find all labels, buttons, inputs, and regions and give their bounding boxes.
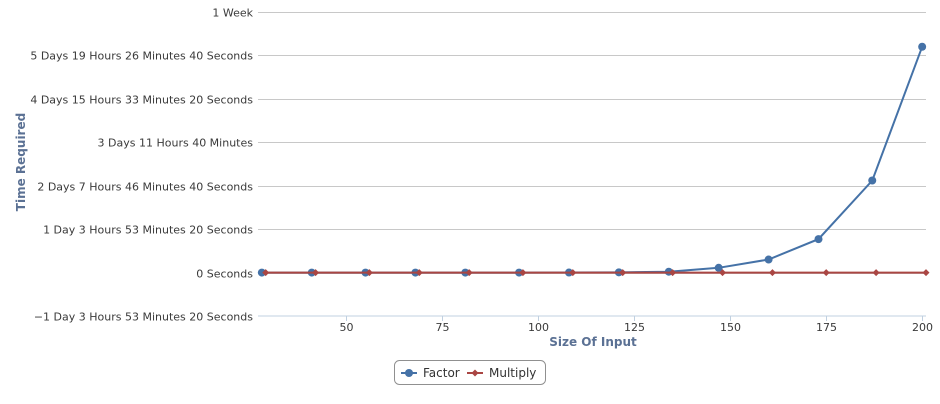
data-point-factor[interactable]	[257, 268, 266, 277]
x-tick-label: 50	[340, 321, 354, 334]
data-point-multiply[interactable]	[312, 269, 320, 277]
series-line-factor	[261, 46, 924, 274]
data-point-multiply[interactable]	[669, 269, 677, 277]
y-tick-label: 1 Day 3 Hours 53 Minutes 20 Seconds	[43, 224, 253, 237]
legend: Factor Multiply	[394, 360, 546, 385]
x-tick-label: 75	[436, 321, 450, 334]
y-tick-label: 4 Days 15 Hours 33 Minutes 20 Seconds	[30, 94, 253, 107]
data-point-multiply[interactable]	[569, 269, 577, 277]
y-tick-label: 2 Days 7 Hours 46 Minutes 40 Seconds	[37, 181, 253, 194]
y-tick-label: 0 Seconds	[196, 268, 253, 281]
x-tick-label: 100	[528, 321, 549, 334]
series-multiply	[262, 269, 930, 277]
legend-multiply-label: Multiply	[489, 366, 536, 380]
data-point-factor[interactable]	[714, 263, 723, 272]
data-point-multiply[interactable]	[719, 269, 727, 277]
legend-item-multiply[interactable]: Multiply	[467, 366, 536, 380]
legend-factor-marker	[405, 369, 413, 377]
legend-factor-label: Factor	[423, 366, 460, 380]
gridlines	[258, 12, 926, 274]
y-tick-label: 1 Week	[212, 7, 253, 20]
y-axis-ticks: −1 Day 3 Hours 53 Minutes 20 Seconds 0 Se…	[30, 7, 253, 324]
y-axis-title: Time Required	[14, 113, 28, 211]
data-point-multiply[interactable]	[922, 269, 930, 277]
x-tick-label: 125	[624, 321, 645, 334]
y-tick-label: 3 Days 11 Hours 40 Minutes	[98, 137, 254, 150]
data-point-factor[interactable]	[814, 235, 823, 244]
data-point-multiply[interactable]	[872, 269, 880, 277]
series-group	[257, 42, 930, 277]
legend-multiply-marker	[471, 369, 479, 377]
data-point-multiply[interactable]	[822, 269, 830, 277]
data-point-multiply[interactable]	[415, 269, 423, 277]
data-point-factor[interactable]	[764, 255, 773, 264]
x-axis-title: Size Of Input	[549, 335, 637, 349]
data-point-factor[interactable]	[868, 176, 877, 185]
data-point-multiply[interactable]	[365, 269, 373, 277]
legend-item-factor[interactable]: Factor	[401, 366, 460, 380]
data-point-multiply[interactable]	[465, 269, 473, 277]
x-axis-ticks: 50 75 100 125 150 175 200	[340, 316, 933, 334]
data-point-multiply[interactable]	[519, 269, 527, 277]
data-point-multiply[interactable]	[768, 269, 776, 277]
data-point-multiply[interactable]	[262, 269, 270, 277]
y-tick-label: −1 Day 3 Hours 53 Minutes 20 Seconds	[34, 311, 253, 324]
x-tick-label: 200	[912, 321, 933, 334]
series-factor	[257, 42, 927, 277]
data-point-factor[interactable]	[918, 42, 927, 51]
x-tick-label: 150	[720, 321, 741, 334]
x-tick-label: 175	[816, 321, 837, 334]
y-tick-label: 5 Days 19 Hours 26 Minutes 40 Seconds	[30, 50, 253, 63]
data-point-multiply[interactable]	[619, 269, 627, 277]
